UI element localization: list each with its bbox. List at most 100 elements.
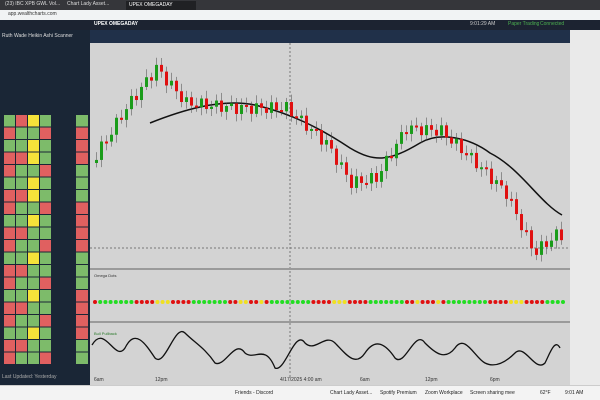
- signal-dot: [275, 300, 279, 304]
- scanner-cell: [76, 327, 88, 339]
- candle: [310, 128, 313, 131]
- scanner-cell: [40, 227, 51, 239]
- scanner-cell: [76, 302, 88, 314]
- scanner-cell: [40, 165, 51, 177]
- candle: [355, 176, 358, 188]
- candle: [150, 77, 153, 81]
- signal-dot: [280, 300, 285, 304]
- candle: [200, 98, 203, 108]
- signal-dot: [337, 300, 342, 304]
- signal-dot: [197, 300, 201, 304]
- signal-dot: [181, 300, 186, 304]
- signal-dot: [119, 300, 123, 304]
- candle: [390, 155, 393, 159]
- taskbar-item[interactable]: Friends - Discord: [235, 390, 274, 396]
- signal-dot: [514, 300, 519, 304]
- candle: [165, 71, 168, 86]
- signal-dot: [202, 300, 207, 304]
- candle: [295, 116, 298, 119]
- app-title: UPEX OMEGADAY: [94, 21, 138, 27]
- scanner-cell: [28, 352, 39, 364]
- candle: [320, 130, 323, 145]
- chart-area: Omega Dots Bull Pullback: [90, 43, 570, 385]
- indicator-label: Omega Dots: [94, 273, 116, 278]
- scanner-cell: [76, 227, 88, 239]
- time-label: 12pm: [155, 377, 168, 383]
- candle: [220, 100, 223, 112]
- signal-dot: [254, 300, 259, 304]
- candle: [140, 86, 143, 101]
- scanner-cell: [28, 152, 39, 164]
- scanner-cell: [40, 352, 51, 364]
- signal-dot: [529, 300, 534, 304]
- candle: [210, 106, 213, 109]
- candle: [190, 97, 193, 106]
- signal-dot: [451, 300, 456, 304]
- scanner-cell: [40, 177, 51, 189]
- signal-dot: [347, 300, 352, 304]
- candle: [345, 162, 348, 175]
- scanner-cell: [4, 315, 15, 327]
- scanner-cell: [16, 215, 27, 227]
- scanner-cell: [28, 190, 39, 202]
- scanner-cell: [40, 340, 51, 352]
- scanner-cell: [28, 227, 39, 239]
- candle: [285, 102, 288, 112]
- scanner-cell: [76, 215, 88, 227]
- scanner-cell: [16, 115, 27, 127]
- signal-dot: [233, 300, 238, 304]
- scanner-cell: [4, 190, 15, 202]
- scanner-cell: [40, 327, 51, 339]
- scanner-cell: [4, 227, 15, 239]
- signal-dot: [446, 300, 451, 304]
- signal-dot: [405, 300, 409, 304]
- signal-dot: [259, 300, 264, 304]
- candle: [435, 129, 438, 136]
- signal-dot: [425, 300, 430, 304]
- signal-dot: [373, 300, 378, 304]
- taskbar-item[interactable]: Chart Lady Asset...: [330, 390, 373, 396]
- tab[interactable]: Chart Lady Asset...: [67, 1, 110, 7]
- taskbar-item[interactable]: Spotify Premium: [380, 390, 417, 396]
- candle: [400, 132, 403, 144]
- candle: [105, 141, 108, 144]
- signal-dot: [420, 300, 425, 304]
- signal-dot: [316, 300, 321, 304]
- trading-mode[interactable]: Paper Trading: [508, 21, 540, 27]
- candle: [430, 125, 433, 130]
- candle: [465, 153, 468, 156]
- candle: [130, 95, 133, 110]
- scanner-cell: [16, 302, 27, 314]
- signal-dot: [327, 300, 331, 304]
- signal-dot: [410, 300, 415, 304]
- tab[interactable]: (23) IBC XPB GWL Vol...: [5, 1, 61, 7]
- scanner-cell: [28, 252, 39, 264]
- candle: [255, 103, 258, 114]
- panel-title: Ruth Wade Heikin Ashi Scanner: [2, 33, 73, 39]
- candle: [290, 102, 293, 117]
- scanner-cell: [40, 315, 51, 327]
- signal-dot: [108, 300, 113, 304]
- signal-dot: [483, 300, 487, 304]
- signal-dot: [545, 300, 550, 304]
- url[interactable]: app.wealthcharts.com: [8, 11, 57, 17]
- taskbar-item[interactable]: Screen sharing meet...: [470, 390, 515, 396]
- scanner-cell: [4, 127, 15, 139]
- candle: [520, 214, 523, 231]
- signal-dot: [145, 300, 149, 304]
- candle: [370, 173, 373, 184]
- time-label: 6am: [94, 377, 104, 383]
- scanner-cell: [40, 115, 51, 127]
- candle: [490, 168, 493, 184]
- signal-dot: [103, 300, 108, 304]
- tab-active[interactable]: UPEX OMEGADAY: [126, 1, 196, 10]
- taskbar-item[interactable]: Zoom Workplace: [425, 390, 463, 396]
- app-header: UPEX OMEGADAY 9:01:29 AM Paper Trading C…: [0, 20, 600, 30]
- candle: [230, 103, 233, 107]
- candle: [505, 185, 508, 199]
- scanner-cell: [16, 177, 27, 189]
- candle: [225, 106, 228, 112]
- oscillator-label: Bull Pullback: [94, 331, 117, 336]
- signal-dot: [191, 300, 196, 304]
